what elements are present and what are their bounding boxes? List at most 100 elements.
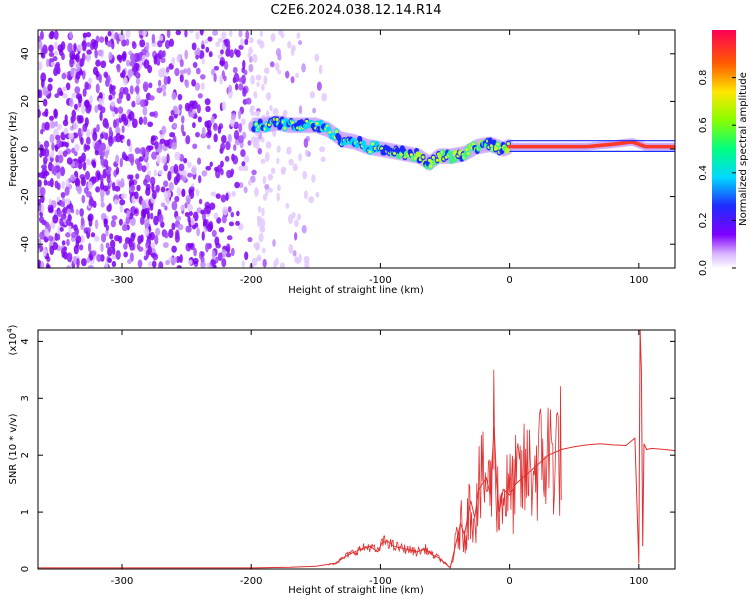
noise-blob <box>49 115 55 121</box>
noise-blob <box>70 58 75 65</box>
noise-blob <box>100 174 104 185</box>
noise-blob <box>144 218 150 229</box>
noise-blob <box>85 129 91 137</box>
noise-blob <box>288 158 294 166</box>
noise-blob <box>163 75 168 86</box>
noise-blob <box>197 175 202 184</box>
snr-series-line <box>38 330 675 569</box>
noise-blob <box>98 92 103 100</box>
noise-blob <box>117 106 124 114</box>
noise-blob <box>174 67 180 77</box>
ridge-core <box>361 140 367 147</box>
noise-blob <box>54 41 58 50</box>
noise-blob <box>200 82 205 90</box>
noise-blob <box>81 258 87 267</box>
noise-blob <box>216 217 222 224</box>
colorbar-tick-label: 0.6 <box>698 117 709 133</box>
noise-blob <box>243 186 248 194</box>
noise-blob <box>287 214 294 224</box>
noise-blob <box>210 258 216 267</box>
noise-blob <box>125 59 131 67</box>
noise-blob <box>231 190 236 197</box>
noise-blob <box>61 72 67 80</box>
noise-blob <box>74 177 81 188</box>
noise-blob <box>196 104 201 114</box>
noise-blob <box>103 218 108 225</box>
noise-blob <box>232 155 239 165</box>
noise-blob <box>173 163 179 174</box>
noise-blob <box>245 30 250 40</box>
noise-blob <box>187 172 193 178</box>
noise-blob <box>135 84 140 95</box>
noise-blob <box>87 242 92 253</box>
noise-blob <box>141 199 146 209</box>
noise-blob <box>161 125 167 135</box>
noise-blob <box>46 58 50 68</box>
noise-blob <box>161 155 167 165</box>
noise-blob <box>212 30 219 36</box>
noise-blob <box>264 183 270 190</box>
noise-blob <box>53 128 59 137</box>
noise-blob <box>174 195 180 203</box>
snr-y-tick-label: 0 <box>20 566 31 572</box>
ridge-hot <box>399 153 403 157</box>
noise-blob <box>82 41 87 52</box>
noise-blob <box>40 128 44 135</box>
noise-blob <box>238 83 244 91</box>
noise-blob <box>78 70 84 76</box>
noise-blob <box>82 88 87 97</box>
noise-blob <box>119 203 124 213</box>
noise-blob <box>195 188 200 197</box>
noise-blob <box>301 63 306 73</box>
noise-blob <box>66 265 72 268</box>
ridge-hot <box>290 120 295 125</box>
noise-blob <box>220 142 226 151</box>
noise-blob <box>107 246 113 257</box>
noise-blob <box>121 52 127 62</box>
noise-blob <box>131 41 137 50</box>
noise-blob <box>71 93 77 98</box>
noise-blob <box>38 89 41 99</box>
noise-blob <box>253 242 258 249</box>
noise-blob <box>99 189 105 198</box>
noise-blob <box>257 205 262 213</box>
noise-blob <box>275 48 282 57</box>
noise-blob <box>63 127 69 136</box>
noise-blob <box>157 169 164 176</box>
noise-blob <box>179 169 185 176</box>
noise-blob <box>241 74 246 85</box>
noise-blob <box>233 122 239 128</box>
noise-blob <box>201 231 205 241</box>
noise-blob <box>56 123 62 131</box>
noise-blob <box>66 208 71 214</box>
ridge-hot <box>393 151 397 155</box>
noise-blob <box>98 97 103 105</box>
noise-blob <box>48 44 54 53</box>
noise-blob <box>121 125 125 134</box>
noise-blob <box>68 132 75 140</box>
noise-blob <box>100 156 105 166</box>
noise-blob <box>217 37 224 43</box>
noise-blob <box>85 31 92 38</box>
noise-blob <box>181 115 185 124</box>
noise-blob <box>250 75 255 85</box>
noise-blob <box>39 171 46 179</box>
noise-blob <box>263 67 268 74</box>
noise-blob <box>189 112 195 118</box>
noise-blob <box>138 30 143 36</box>
noise-blob <box>162 241 169 248</box>
noise-blob <box>99 106 106 114</box>
noise-blob <box>109 239 116 249</box>
noise-blob <box>238 182 244 189</box>
spectrogram-y-tick-label: 0 <box>20 146 31 152</box>
noise-blob <box>127 258 132 265</box>
noise-blob <box>69 31 73 39</box>
noise-blob <box>53 108 58 118</box>
ridge-hot <box>429 164 433 168</box>
noise-blob <box>129 241 135 251</box>
noise-blob <box>168 228 174 239</box>
noise-blob <box>101 233 107 243</box>
noise-blob <box>192 108 197 114</box>
noise-blob <box>269 104 273 112</box>
